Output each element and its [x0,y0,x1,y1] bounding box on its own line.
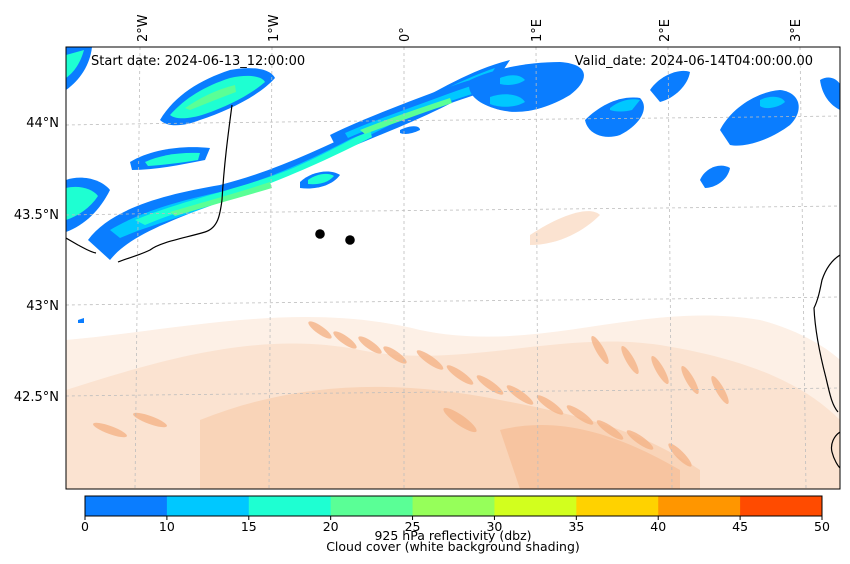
valid-date-label: Valid_date: 2024-06-14T04:00:00.00 [575,54,813,69]
marker-point-1 [315,229,325,239]
lon-label-1w: 1°W [267,14,282,42]
colorbar-tick-label: 50 [814,519,830,534]
colorbar-tick-label: 25 [405,519,421,534]
colorbar-segment-5 [494,496,577,516]
colorbar-segment-4 [412,496,495,516]
colorbar-segments [85,496,823,516]
map-frame [65,46,841,490]
colorbar-tick-label: 35 [568,519,584,534]
colorbar-tick-label: 15 [241,519,257,534]
coastlines [66,104,840,469]
colorbar-segment-6 [576,496,659,516]
colorbar-segment-2 [248,496,332,516]
colorbar-tick-label: 30 [486,519,502,534]
latitude-labels: 44°N 43.5°N 43°N 42.5°N [14,116,59,405]
colorbar-frame [84,495,823,517]
colorbar-tick-label: 20 [323,519,339,534]
longitude-labels: 2°W 1°W 0° 1°E 2°E 3°E [136,14,804,42]
lat-label-42-5: 42.5°N [14,390,59,405]
colorbar-segment-0 [85,496,168,516]
lon-label-0: 0° [398,27,413,42]
lat-label-43-5: 43.5°N [14,208,59,223]
lon-label-2e: 2°E [658,19,673,42]
start-date-label: Start date: 2024-06-13_12:00:00 [91,54,305,69]
colorbar-tick-label: 10 [159,519,175,534]
lon-label-1e: 1°E [530,19,545,42]
reflectivity-field [66,47,840,323]
colorbar-segment-7 [658,496,741,516]
colorbar-label-cloud-cover: Cloud cover (white background shading) [326,539,580,554]
colorbar-label-reflectivity: 925 hPa reflectivity (dbz) [374,528,531,543]
colorbar: 0 10 15 20 25 30 35 40 45 50 925 hPa reflectivity… [81,495,830,554]
lat-label-44: 44°N [26,116,59,131]
lon-label-2w: 2°W [136,14,151,42]
colorbar-segment-1 [166,496,250,516]
colorbar-segment-3 [330,496,414,516]
colorbar-tick-label: 45 [732,519,748,534]
lat-label-43: 43°N [26,299,59,314]
marker-point-2 [345,235,355,245]
cloud-cover-shading [66,211,840,489]
lon-label-3e: 3°E [789,19,804,42]
gridlines [66,47,840,489]
colorbar-ticks: 0 10 15 20 25 30 35 40 45 50 [81,516,830,534]
colorbar-segment-8 [740,496,823,516]
colorbar-tick-label: 40 [650,519,666,534]
colorbar-tick-label: 0 [81,519,89,534]
